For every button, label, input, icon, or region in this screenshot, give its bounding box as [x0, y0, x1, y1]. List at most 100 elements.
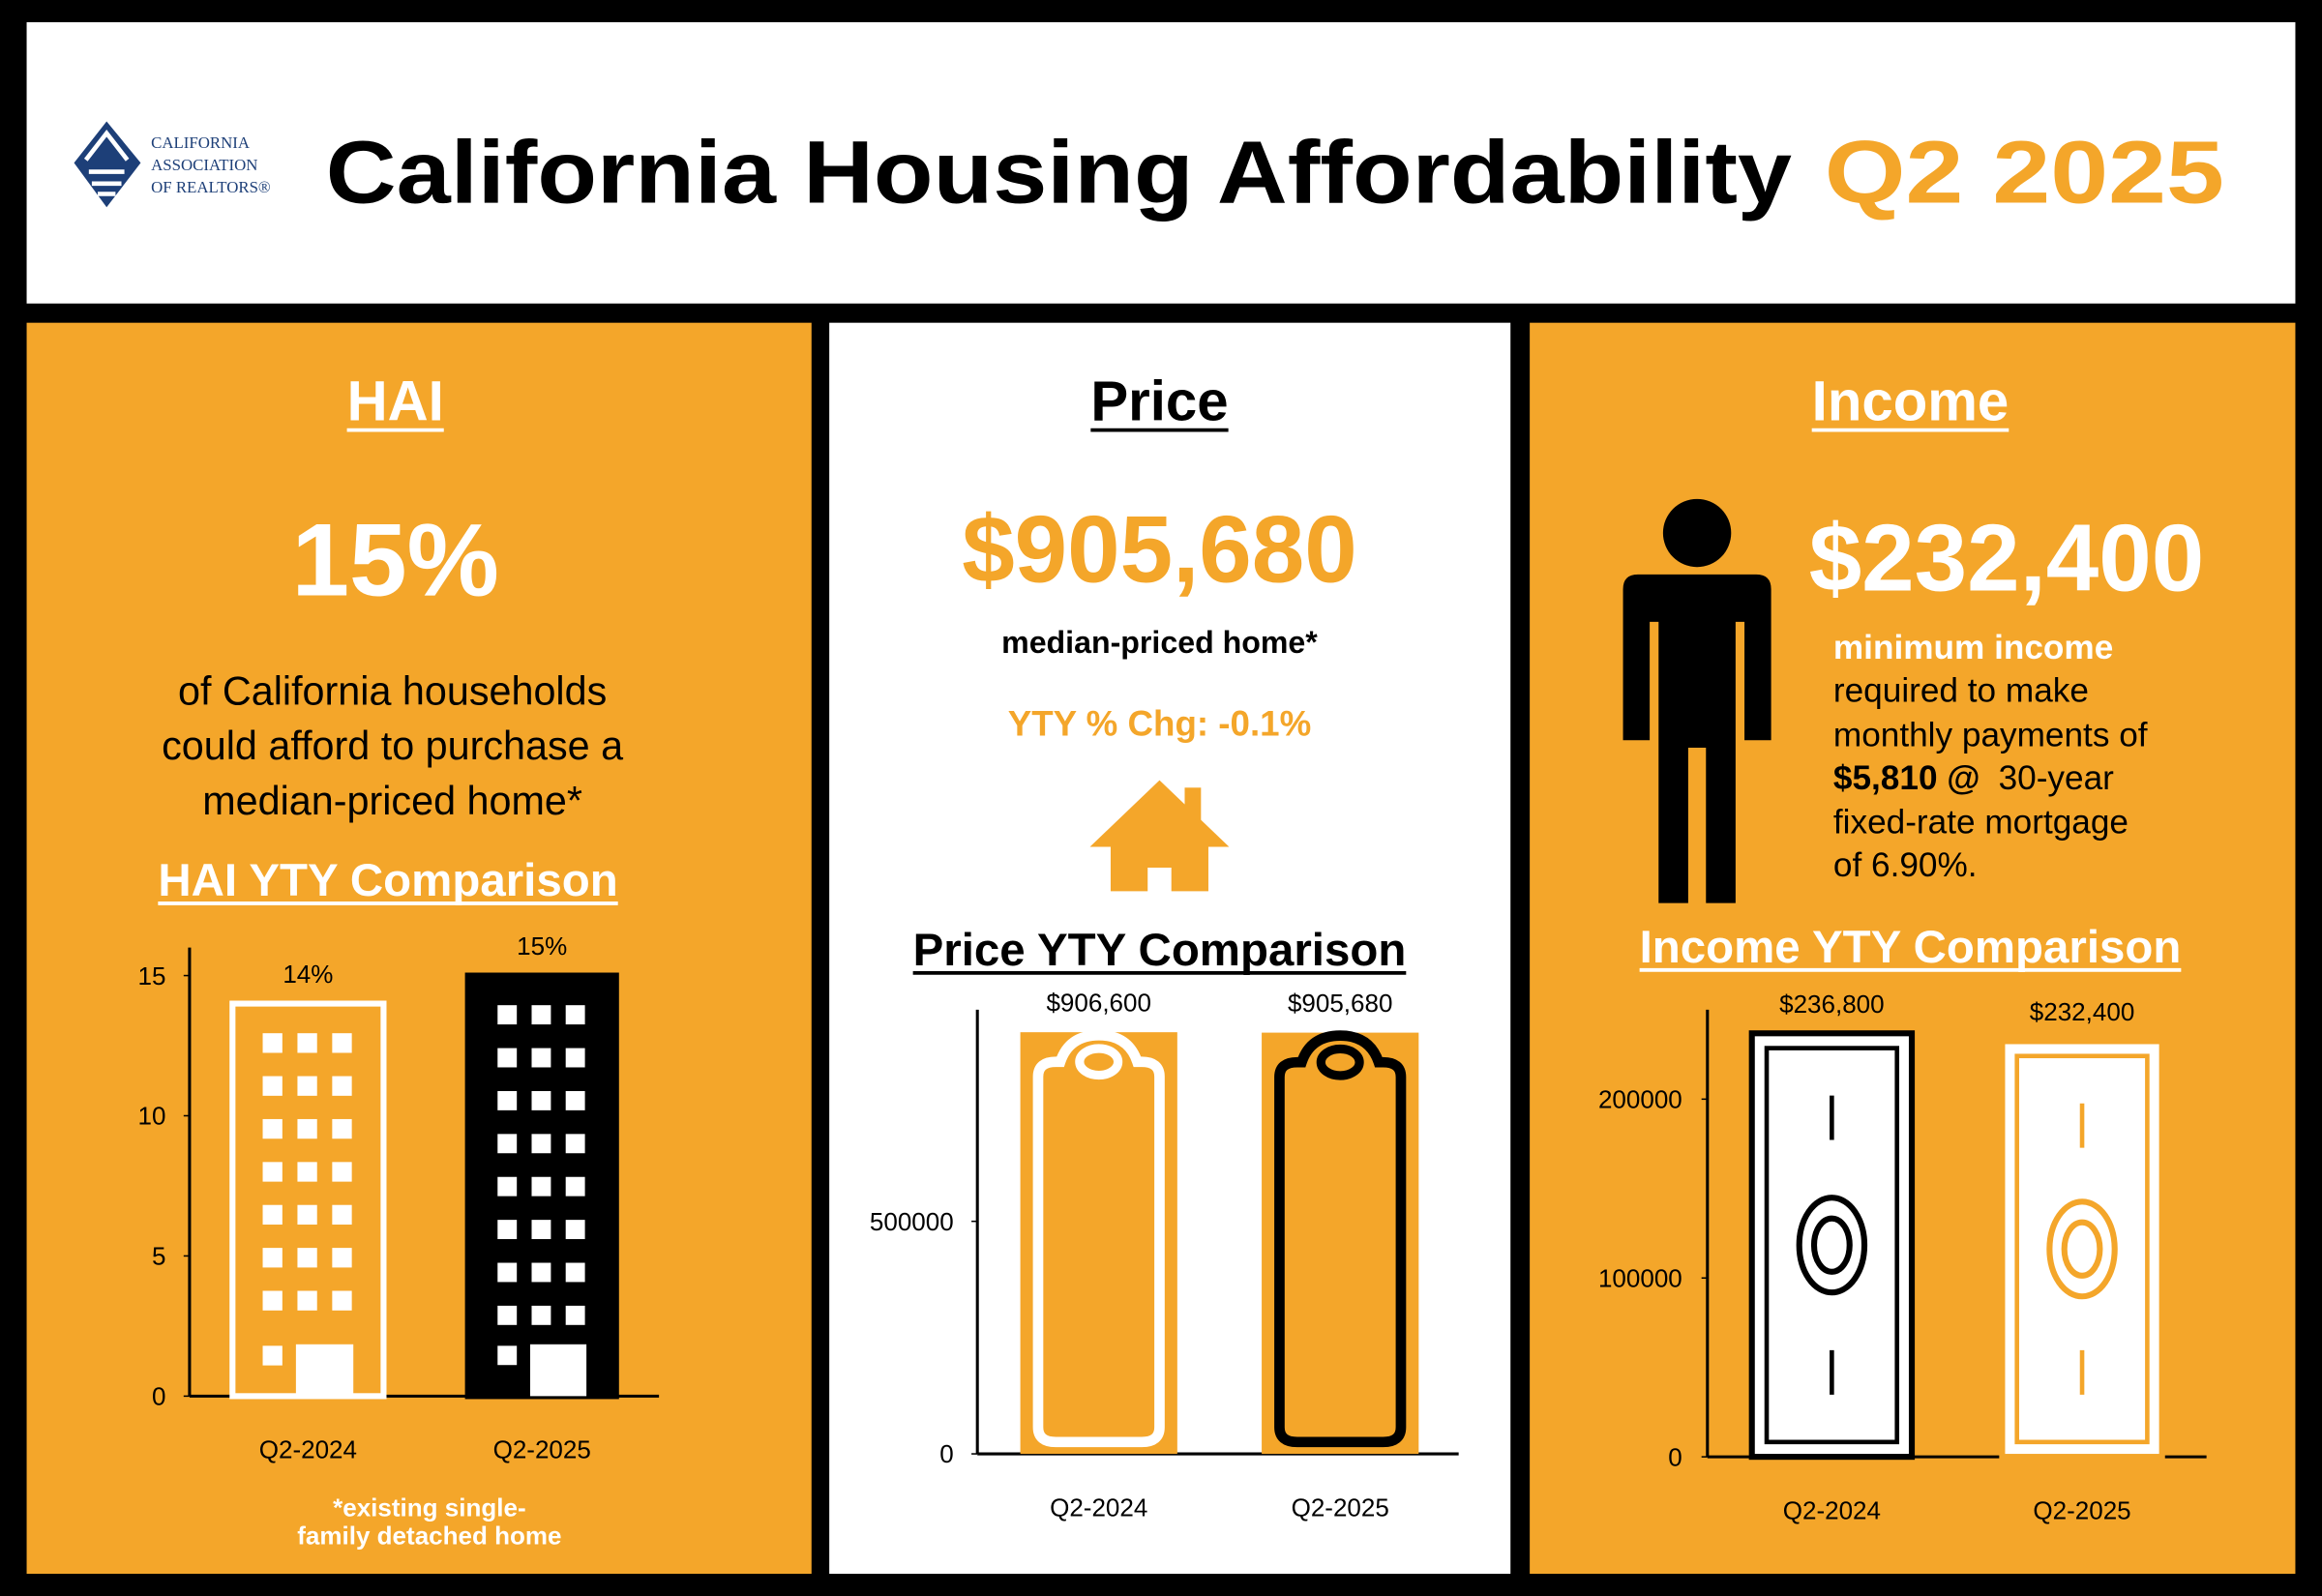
person-icon: [1622, 498, 1771, 903]
bar-group: [229, 1000, 387, 1400]
footnote: *existing single-: [333, 1493, 525, 1522]
x-tick-label: Q2-2024: [1783, 1495, 1881, 1524]
header-panel: [26, 21, 2296, 304]
window: [565, 1090, 585, 1110]
window: [297, 1290, 317, 1311]
window: [332, 1204, 352, 1226]
tag-outline: [1032, 1029, 1165, 1448]
window: [565, 1305, 585, 1325]
bill-seal: [1796, 1195, 1868, 1296]
payment: $5,810 @: [1833, 759, 1980, 797]
logo: CALIFORNIA ASSOCIATION OF REALTORS®: [74, 121, 271, 208]
window: [262, 1033, 283, 1053]
chart-title: HAI YTY Comparison: [158, 855, 617, 906]
x-tick-label: Q2-2025: [2033, 1495, 2130, 1524]
window: [565, 1262, 585, 1283]
chart-title: Price YTY Comparison: [913, 925, 1407, 976]
bar: [1262, 1032, 1419, 1455]
window: [497, 1305, 518, 1325]
panel-heading: Price: [1090, 370, 1228, 433]
window: [531, 1220, 551, 1240]
window: [497, 1176, 518, 1197]
y-tick-label: 100000: [1598, 1263, 1682, 1292]
description: of 6.90%.: [1833, 846, 1978, 884]
description: required to make: [1833, 672, 2089, 710]
window: [262, 1204, 283, 1226]
logo-text: CALIFORNIA: [151, 133, 251, 152]
y-tick-label: 10: [137, 1102, 165, 1131]
window: [531, 1134, 551, 1154]
footnote: family detached home: [297, 1521, 561, 1550]
window: [497, 1220, 518, 1240]
y-tick-label: 15: [137, 961, 165, 990]
hai-panel: [26, 322, 812, 1575]
window: [297, 1076, 317, 1096]
window: [531, 1305, 551, 1325]
logo-text: OF REALTORS®: [151, 178, 271, 196]
bill-seal: [1810, 1215, 1853, 1275]
description: of California households: [178, 669, 607, 714]
big-number: $232,400: [1809, 505, 2205, 611]
window: [262, 1118, 283, 1139]
window: [262, 1345, 283, 1366]
bill-border: [2014, 1053, 2150, 1445]
window: [332, 1076, 352, 1096]
tag-hole: [1316, 1044, 1364, 1080]
period: Q2 2025: [1825, 124, 2224, 222]
window: [262, 1076, 283, 1096]
bar-group: [1262, 1030, 1419, 1455]
door: [295, 1344, 354, 1397]
window: [497, 1090, 518, 1110]
window: [565, 1176, 585, 1197]
income-lead: minimum income: [1833, 629, 2113, 666]
tag-hole: [1075, 1044, 1123, 1080]
x-tick-label: Q2-2024: [259, 1435, 357, 1464]
bar-group: [1999, 1038, 2165, 1461]
panel-heading: HAI: [347, 370, 444, 433]
value-label: $906,600: [1046, 989, 1151, 1018]
window: [262, 1248, 283, 1268]
door: [529, 1344, 587, 1397]
y-tick-label: 0: [152, 1382, 165, 1411]
window: [332, 1033, 352, 1053]
bar: [229, 1000, 387, 1400]
window: [497, 1262, 518, 1283]
window: [332, 1290, 352, 1311]
window: [531, 1090, 551, 1110]
window: [565, 1005, 585, 1025]
window: [565, 1220, 585, 1240]
value-label: 14%: [283, 960, 333, 989]
bar-group: [464, 972, 619, 1400]
description: could afford to purchase a: [162, 724, 623, 768]
y-tick-label: 5: [152, 1242, 165, 1271]
y-tick-label: 0: [1668, 1442, 1682, 1471]
big-number: 15%: [291, 501, 498, 617]
description: monthly payments of: [1833, 716, 2148, 754]
bar: [1020, 1032, 1177, 1455]
window: [262, 1162, 283, 1182]
y-tick-label: 0: [939, 1439, 953, 1468]
window: [565, 1134, 585, 1154]
value-label: $236,800: [1779, 990, 1885, 1019]
x-tick-label: Q2-2025: [1292, 1493, 1389, 1522]
bar-group: [1020, 1029, 1177, 1455]
chart-title: Income YTY Comparison: [1640, 922, 2182, 973]
description: fixed-rate mortgage: [1833, 804, 2128, 842]
value-label: $905,680: [1288, 989, 1393, 1018]
bill-seal: [2046, 1198, 2118, 1300]
house-icon: [1089, 780, 1230, 892]
window: [497, 1048, 518, 1068]
window: [332, 1248, 352, 1268]
change: YTY % Chg: -0.1%: [1008, 704, 1312, 744]
window: [297, 1162, 317, 1182]
logo-text: ASSOCIATION: [151, 156, 257, 174]
value-label: $232,400: [2030, 997, 2135, 1026]
window: [297, 1248, 317, 1268]
window: [262, 1290, 283, 1311]
window: [297, 1204, 317, 1226]
y-tick-label: 500000: [870, 1207, 954, 1236]
value-label: 15%: [517, 931, 567, 961]
window: [531, 1005, 551, 1025]
panel-heading: Income: [1812, 370, 2009, 433]
